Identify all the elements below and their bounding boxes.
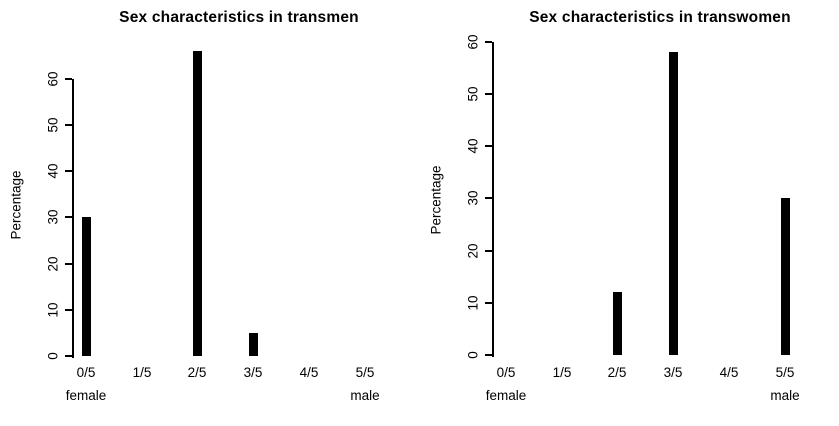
y-tick — [65, 308, 72, 311]
x-tick-label: 3/5 — [663, 365, 683, 380]
x-tick-label: 1/5 — [132, 365, 152, 380]
axis-end-label-female: female — [485, 388, 527, 403]
chart-panel-transwomen: Sex characteristics in transwomen Percen… — [420, 0, 839, 426]
bar-3-5 — [668, 52, 678, 355]
x-tick-label: 0/5 — [496, 365, 516, 380]
x-tick-label: 4/5 — [719, 365, 739, 380]
x-tick-label: 2/5 — [187, 365, 207, 380]
x-tick-label: 2/5 — [607, 365, 627, 380]
y-tick-label: 50 — [45, 117, 61, 133]
bar-0-5 — [81, 217, 91, 356]
x-tick-label: 4/5 — [299, 365, 319, 380]
y-tick — [65, 170, 72, 173]
y-tick-label: 30 — [45, 209, 61, 225]
y-tick — [485, 354, 492, 356]
bar-2-5 — [612, 292, 622, 355]
y-tick-label: 0 — [465, 351, 481, 359]
y-tick — [485, 249, 492, 252]
y-tick-label: 60 — [465, 34, 481, 50]
plot-area: 0 10 20 30 40 50 60 0/5 1/5 2/5 3/5 4/5 5/5 — [45, 51, 375, 380]
x-tick-label: 5/5 — [775, 365, 795, 380]
y-tick-label: 30 — [465, 190, 481, 206]
x-tick-label: 5/5 — [355, 365, 375, 380]
x-tick-label: 0/5 — [76, 365, 96, 380]
chart-panel-transmen: Sex characteristics in transmen Percenta… — [9, 9, 380, 403]
x-tick-label: 1/5 — [552, 365, 572, 380]
y-tick-label: 60 — [45, 71, 61, 87]
axis-end-label-male: male — [770, 388, 800, 403]
y-tick-label: 40 — [465, 138, 481, 154]
chart-title: Sex characteristics in transmen — [119, 9, 359, 26]
y-axis-line — [72, 78, 74, 358]
bar-3-5 — [248, 332, 258, 356]
y-tick — [65, 77, 72, 80]
y-tick-label: 10 — [45, 302, 61, 318]
y-tick — [65, 355, 72, 357]
y-tick-label: 50 — [465, 86, 481, 102]
y-tick-label: 20 — [45, 256, 61, 272]
y-tick-label: 0 — [45, 352, 61, 360]
y-tick-label: 20 — [465, 243, 481, 259]
y-axis-line — [492, 41, 494, 357]
chart-title: Sex characteristics in transwomen — [529, 9, 791, 26]
y-tick — [485, 40, 492, 43]
axis-end-label-male: male — [350, 388, 380, 403]
y-tick — [485, 145, 492, 148]
axis-end-label-female: female — [65, 388, 107, 403]
y-tick — [485, 197, 492, 200]
x-tick-label: 3/5 — [243, 365, 263, 380]
y-tick — [65, 216, 72, 219]
y-tick — [65, 262, 72, 265]
bar-5-5 — [780, 198, 790, 355]
bar-2-5 — [192, 51, 202, 356]
y-tick — [485, 93, 492, 96]
y-tick-label: 40 — [45, 163, 61, 179]
y-tick — [65, 124, 72, 127]
plot-area: 0 10 20 30 40 50 60 0/5 1/5 2/5 3/5 4/5 5/5 — [420, 0, 839, 426]
y-tick — [485, 301, 492, 304]
y-tick-label: 10 — [465, 295, 481, 311]
